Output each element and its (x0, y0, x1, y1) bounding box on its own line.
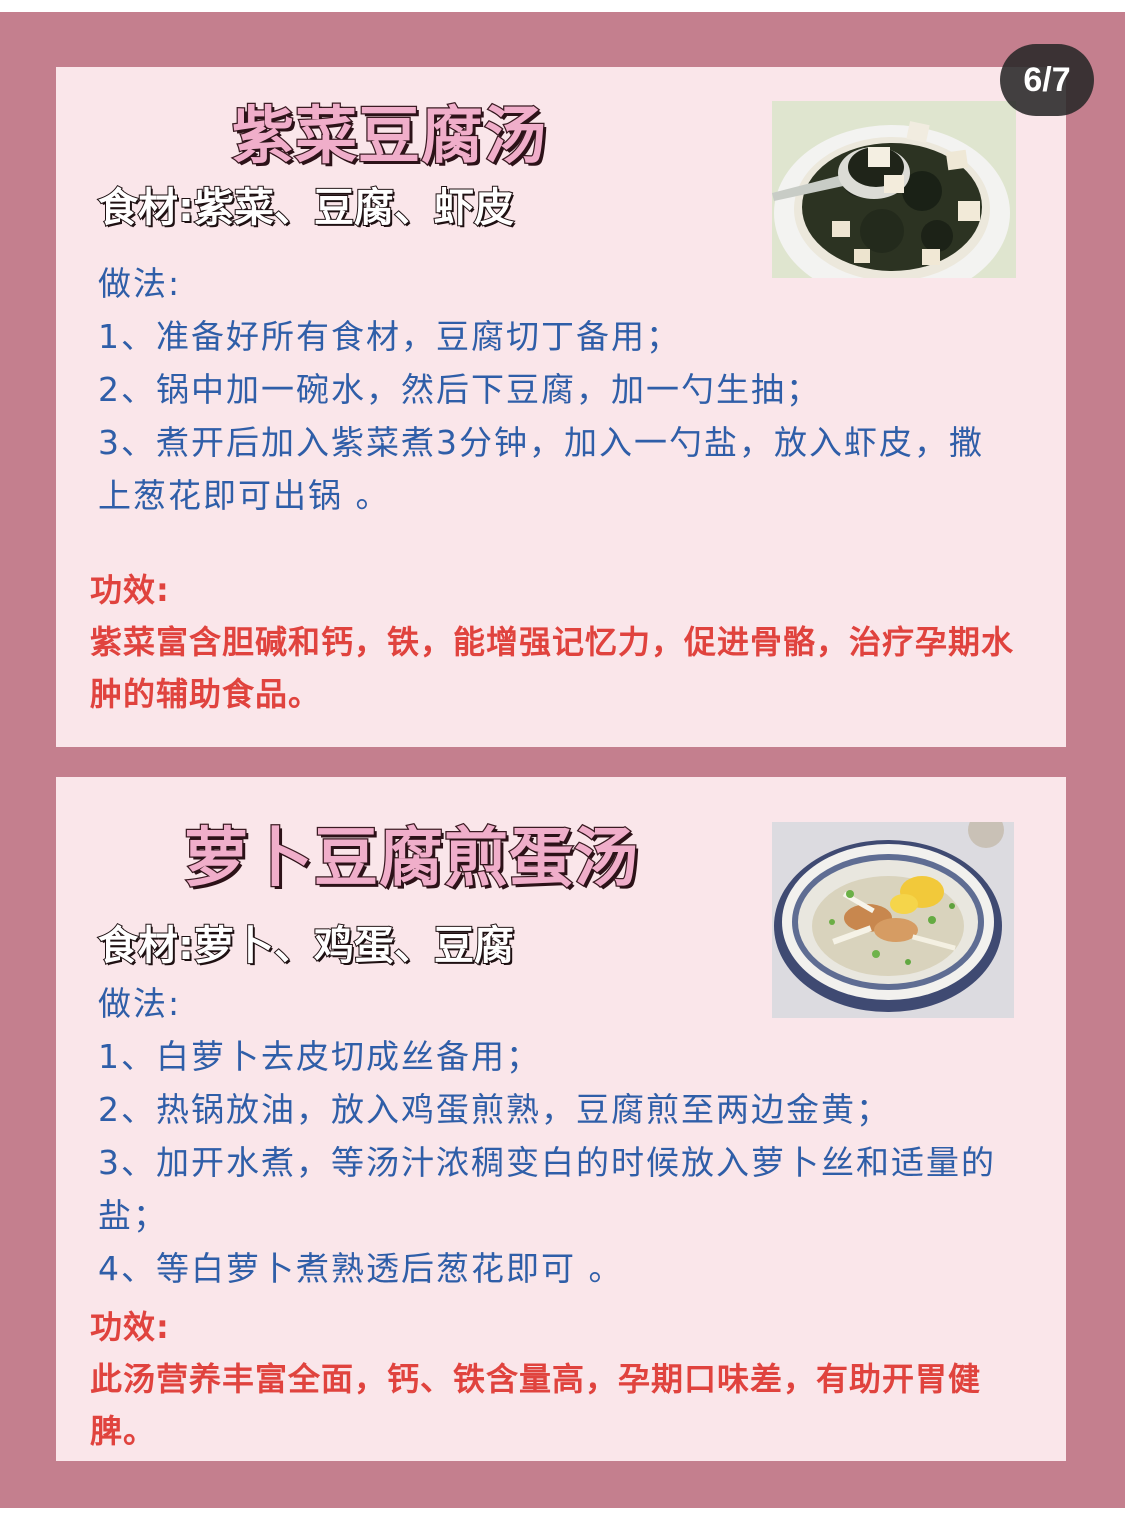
method-step: 1、白萝卜去皮切成丝备用； (98, 1037, 541, 1076)
recipe-card-seaweed-tofu-soup: 紫菜豆腐汤 食材:紫菜、豆腐、虾皮 做法: 1、准备好所有食材，豆腐切丁备用； … (56, 67, 1066, 747)
radish-tofu-egg-soup-photo (772, 822, 1014, 1018)
recipe-effect: 功效: 紫菜富含胆碱和钙，铁，能增强记忆力，促进骨骼，治疗孕期水肿的辅助食品。 (90, 564, 1040, 720)
recipe-card-radish-tofu-egg-soup: 萝卜豆腐煎蛋汤 食材:萝卜、鸡蛋、豆腐 做法: 1、白萝卜去皮切成丝备用； 2、… (56, 777, 1066, 1461)
page-indicator-badge: 6/7 (1000, 44, 1094, 116)
recipe-ingredients: 食材:萝卜、鸡蛋、豆腐 (97, 922, 515, 970)
recipe-title: 萝卜豆腐煎蛋汤 (183, 821, 640, 898)
effect-text: 紫菜富含胆碱和钙，铁，能增强记忆力，促进骨骼，治疗孕期水肿的辅助食品。 (90, 623, 1015, 713)
method-step: 2、热锅放油，放入鸡蛋煎熟，豆腐煎至两边金黄； (98, 1090, 891, 1129)
recipe-ingredients: 食材:紫菜、豆腐、虾皮 (97, 184, 515, 232)
seaweed-tofu-soup-photo-icon (772, 101, 1016, 278)
method-step: 3、加开水煮，等汤汁浓稠变白的时候放入萝卜丝和适量的盐； (98, 1143, 996, 1235)
recipe-method: 做法: 1、白萝卜去皮切成丝备用； 2、热锅放油，放入鸡蛋煎熟，豆腐煎至两边金黄… (98, 977, 1018, 1295)
method-step: 1、准备好所有食材，豆腐切丁备用； (98, 317, 681, 356)
effect-heading: 功效: (90, 1308, 170, 1346)
effect-heading: 功效: (90, 571, 170, 609)
method-heading: 做法: (98, 984, 182, 1023)
method-heading: 做法: (98, 264, 182, 303)
top-strip (0, 0, 1125, 12)
method-step: 4、等白萝卜煮熟透后葱花即可 。 (98, 1249, 624, 1288)
method-step: 3、煮开后加入紫菜煮3分钟，加入一勺盐，放入虾皮，撒上葱花即可出锅 。 (98, 423, 984, 515)
recipe-method: 做法: 1、准备好所有食材，豆腐切丁备用； 2、锅中加一碗水，然后下豆腐，加一勺… (98, 257, 1018, 522)
bottom-strip (0, 1508, 1125, 1519)
seaweed-tofu-soup-photo (772, 101, 1016, 278)
recipe-effect: 功效: 此汤营养丰富全面，钙、铁含量高，孕期口味差，有助开胃健脾。 (90, 1301, 1040, 1457)
radish-tofu-egg-soup-photo-icon (772, 822, 1014, 1018)
recipe-title: 紫菜豆腐汤 (231, 98, 548, 174)
method-step: 2、锅中加一碗水，然后下豆腐，加一勺生抽； (98, 370, 821, 409)
effect-text: 此汤营养丰富全面，钙、铁含量高，孕期口味差，有助开胃健脾。 (90, 1360, 982, 1450)
